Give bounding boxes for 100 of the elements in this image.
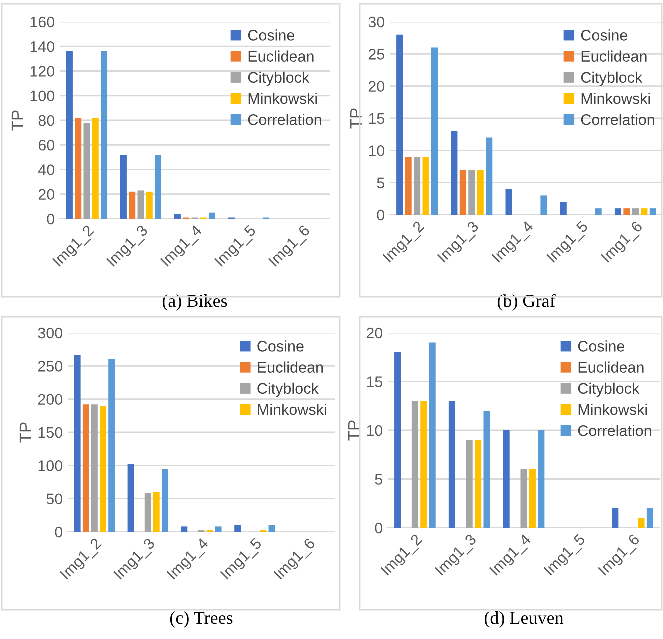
bar xyxy=(646,508,654,528)
bar xyxy=(612,508,619,528)
legend-label: Cosine xyxy=(581,30,628,41)
bar xyxy=(101,52,108,219)
bar xyxy=(181,526,188,532)
text: (b) Graf xyxy=(498,294,556,311)
legend-label: Minkowski xyxy=(258,404,326,416)
bar xyxy=(414,157,421,215)
bar xyxy=(520,470,528,528)
legend-label: Cosine xyxy=(578,340,625,352)
y-tick-label: 30 xyxy=(368,16,385,28)
text: (a) Bikes xyxy=(162,294,228,311)
bar xyxy=(538,430,545,528)
bar xyxy=(412,401,418,528)
y-tick-label: 80 xyxy=(38,115,55,126)
bar xyxy=(144,494,152,532)
y-tick-label: 5 xyxy=(375,474,382,485)
y-tick-label: 0 xyxy=(55,526,63,538)
bar xyxy=(475,440,482,528)
legend-label: Cityblock xyxy=(258,382,319,398)
bar xyxy=(614,208,622,215)
y-axis-title: TP xyxy=(348,420,360,441)
bar xyxy=(529,470,536,528)
y-tick-label: 200 xyxy=(38,394,63,406)
bar xyxy=(595,208,602,215)
legend-label: Cosine xyxy=(258,340,304,352)
legend-label: Minkowski xyxy=(578,404,648,416)
y-tick-label: 150 xyxy=(38,427,63,438)
y-axis-title: TP xyxy=(12,110,24,131)
bar xyxy=(174,214,181,219)
bar xyxy=(468,170,476,215)
y-tick-label: 100 xyxy=(30,90,55,102)
y-tick-label: 40 xyxy=(38,164,55,176)
bar xyxy=(128,464,134,532)
y-tick-label: 10 xyxy=(369,146,385,156)
bar xyxy=(466,440,473,528)
y-tick-label: 50 xyxy=(46,494,63,505)
y-tick-label: 10 xyxy=(367,425,383,436)
legend-label: Cityblock xyxy=(578,382,640,398)
bar xyxy=(477,170,484,215)
bar xyxy=(632,208,639,215)
legend-label: Cityblock xyxy=(248,72,310,86)
bar xyxy=(484,411,490,528)
bar xyxy=(422,157,430,215)
bar xyxy=(460,170,466,215)
bar xyxy=(146,192,153,219)
bar xyxy=(234,525,242,532)
text: (c) Trees xyxy=(170,611,233,628)
legend-label: Euclidean xyxy=(582,50,647,62)
bar xyxy=(560,202,567,215)
y-tick-label: 25 xyxy=(368,49,384,60)
bar xyxy=(153,492,160,532)
bar xyxy=(431,48,438,215)
bar xyxy=(268,525,276,532)
y-tick-label: 20 xyxy=(38,189,55,200)
bar xyxy=(448,401,456,528)
y-tick-label: 15 xyxy=(367,376,382,388)
text: (d) Leuven xyxy=(484,611,564,628)
bar xyxy=(429,342,436,528)
bar xyxy=(155,154,162,219)
y-tick-label: 20 xyxy=(366,328,383,339)
y-tick-label: 100 xyxy=(38,460,63,472)
bar xyxy=(405,157,412,215)
legend-label: Cosine xyxy=(248,30,295,41)
bar xyxy=(503,430,510,528)
bar xyxy=(638,518,645,528)
bar xyxy=(215,526,222,532)
y-tick-label: 60 xyxy=(38,140,55,151)
bar xyxy=(75,118,82,219)
bar xyxy=(451,131,458,215)
legend-label: Minkowski xyxy=(582,92,650,104)
legend-label: Euclidean xyxy=(578,362,644,373)
bar xyxy=(641,208,648,215)
y-tick-label: 120 xyxy=(30,66,55,77)
y-tick-label: 0 xyxy=(47,214,55,225)
y-tick-label: 250 xyxy=(38,361,63,372)
bar xyxy=(120,154,127,219)
bar xyxy=(209,212,216,219)
bar xyxy=(650,208,656,215)
bar xyxy=(540,196,548,215)
y-axis-title: TP xyxy=(20,422,32,443)
bar xyxy=(624,208,630,215)
bar xyxy=(486,138,493,215)
bar xyxy=(74,356,81,532)
y-tick-label: 5 xyxy=(377,178,384,189)
bar xyxy=(506,189,512,215)
bar xyxy=(92,118,99,219)
bar xyxy=(100,406,106,532)
legend-label: Correlation xyxy=(248,114,322,126)
legend-label: Correlation xyxy=(578,425,652,436)
bar xyxy=(162,468,168,532)
bar xyxy=(84,122,90,219)
legend-label: Minkowski xyxy=(248,92,318,104)
legend-label: Correlation xyxy=(581,114,654,126)
bar xyxy=(129,192,136,219)
legend-label: Euclidean xyxy=(258,362,324,373)
y-tick-label: 0 xyxy=(377,210,385,221)
bar xyxy=(82,404,90,532)
bar xyxy=(66,52,73,219)
bar xyxy=(420,401,428,528)
